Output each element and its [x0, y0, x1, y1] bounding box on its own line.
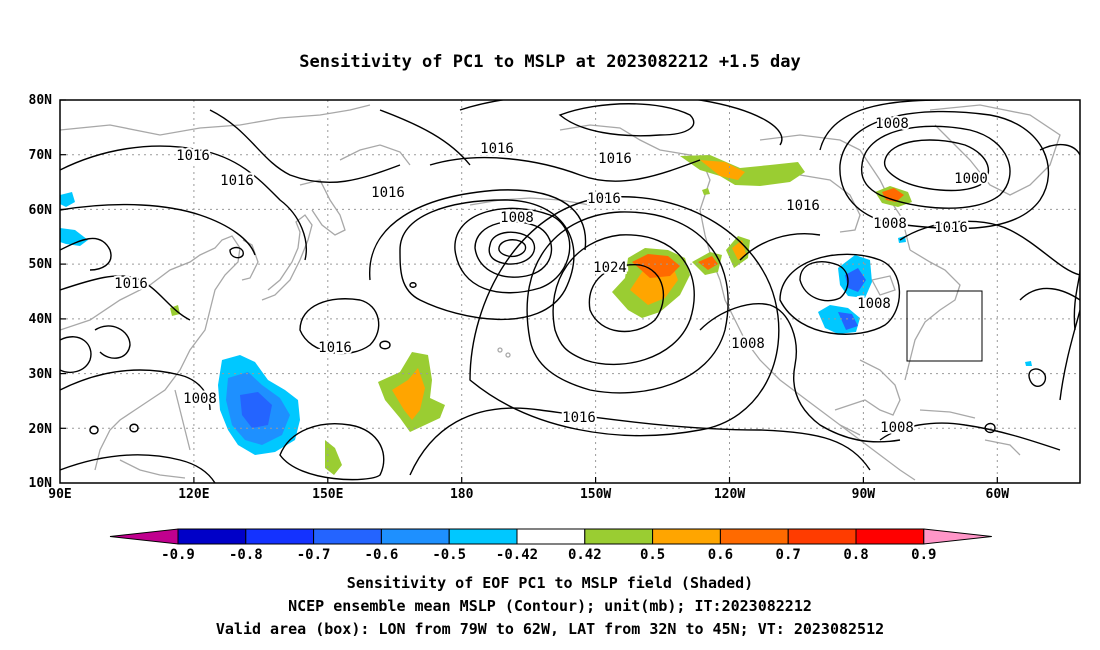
- neg-blob-wpacific-core: [240, 392, 272, 428]
- neg-blob-west1: [60, 192, 75, 207]
- colorbar-label: 0.7: [776, 547, 801, 563]
- lat-label: 40N: [29, 312, 53, 327]
- lat-label: 20N: [29, 422, 53, 437]
- contour-label: 1016: [562, 410, 596, 426]
- colorbar-segment: [584, 528, 654, 545]
- contour-label: 1016: [786, 198, 820, 214]
- contour-label: 1000: [954, 171, 988, 187]
- colorbar-label: -0.5: [432, 547, 466, 563]
- pos-blob-cpacific-inner: [392, 368, 425, 420]
- contour-label: 1008: [875, 116, 909, 132]
- caption-line-1: Sensitivity of EOF PC1 to MSLP field (Sh…: [347, 574, 753, 592]
- contour-label: 1016: [371, 185, 405, 201]
- colorbar-segment: [787, 528, 857, 545]
- colorbar-label: -0.8: [229, 547, 263, 563]
- contour-label: 1008: [731, 336, 765, 352]
- lat-label: 50N: [29, 257, 53, 272]
- contour-label: 1016: [220, 173, 254, 189]
- colorbar-segment: [380, 528, 450, 545]
- colorbar-label: 0.8: [843, 547, 868, 563]
- colorbar-label: 0.42: [568, 547, 602, 563]
- colorbar-label: 0.5: [640, 547, 665, 563]
- lat-label: 70N: [29, 148, 53, 163]
- mslp-contours: [60, 100, 1080, 483]
- pos-blob-nepacific1-dark: [632, 254, 680, 278]
- pos-blob-nepacific2-inner: [698, 256, 718, 270]
- lon-label: 90W: [852, 487, 876, 502]
- lon-label: 120W: [714, 487, 745, 502]
- lat-label: 10N: [29, 476, 53, 491]
- contour-label: 1008: [873, 216, 907, 232]
- caption-line-2: NCEP ensemble mean MSLP (Contour); unit(…: [288, 597, 812, 615]
- colorbar-label: 0.6: [708, 547, 733, 563]
- contour-label: 1008: [183, 391, 217, 407]
- colorbar-label: -0.6: [365, 547, 399, 563]
- caption-line-3: Valid area (box): LON from 79W to 62W, L…: [216, 620, 884, 638]
- lon-label: 150W: [580, 487, 611, 502]
- neg-blob-small-e: [1025, 361, 1032, 366]
- contour-label: 1016: [598, 151, 632, 167]
- sensitivity-shading: [60, 155, 1032, 475]
- colorbar-segment: [177, 528, 247, 545]
- contour-label: 1008: [880, 420, 914, 436]
- colorbar-segment: [652, 528, 721, 545]
- colorbar-segment: [245, 528, 315, 545]
- figure-title: Sensitivity of PC1 to MSLP at 2023082212…: [299, 52, 801, 72]
- contour-label: 1016: [480, 141, 514, 157]
- map-panel: 1016 1016 1016 1016 1016 1016 1016 1016 …: [60, 100, 1080, 483]
- colorbar-label: -0.9: [161, 547, 195, 563]
- valid-area-box: [906, 290, 983, 362]
- contour-label: 1016: [934, 220, 968, 236]
- colorbar-label: -0.42: [496, 547, 538, 563]
- contour-labels: 1016 1016 1016 1016 1016 1016 1016 1016 …: [112, 114, 990, 438]
- lon-label: 120E: [178, 487, 209, 502]
- colorbar-segment: [313, 528, 382, 545]
- latitude-labels: 80N 70N 60N 50N 40N 30N 20N 10N: [29, 93, 53, 491]
- lat-label: 80N: [29, 93, 53, 108]
- lat-label: 30N: [29, 367, 53, 382]
- lon-label: 60W: [986, 487, 1010, 502]
- colorbar-arrow-left: [109, 528, 179, 545]
- neg-blob-us2-inner: [838, 312, 858, 330]
- contour-label: 1008: [500, 210, 534, 226]
- neg-blob-us1-inner: [845, 268, 866, 292]
- contour-label: 1016: [114, 276, 148, 292]
- colorbar-segment: [516, 528, 586, 545]
- colorbar-label: 0.9: [911, 547, 936, 563]
- colorbar-segment: [448, 528, 518, 545]
- contour-label: 1008: [857, 296, 891, 312]
- colorbar-labels: -0.9 -0.8 -0.7 -0.6 -0.5 -0.42 0.42 0.5 0.6 0.7 0.…: [161, 547, 936, 563]
- lon-label: 90E: [48, 487, 71, 502]
- contour-label: 1024: [593, 260, 627, 276]
- pos-blob-arctic-inner: [700, 160, 745, 180]
- tick-marks: [60, 99, 998, 483]
- contour-label: 1016: [318, 340, 352, 356]
- contour-label: 1016: [176, 148, 210, 164]
- colorbar: [109, 528, 992, 545]
- colorbar-segment: [855, 528, 925, 545]
- pos-blob-small1: [325, 440, 342, 475]
- longitude-labels: 90E 120E 150E 180 150W 120W 90W 60W: [48, 487, 1009, 502]
- lon-label: 180: [450, 487, 474, 502]
- lon-label: 150E: [312, 487, 343, 502]
- colorbar-segment: [719, 528, 789, 545]
- colorbar-arrow-right: [923, 528, 992, 545]
- lat-label: 60N: [29, 203, 53, 218]
- contour-label: 1016: [587, 191, 621, 207]
- pos-blob-arctic-small: [702, 188, 710, 195]
- map-frame: [59, 99, 1081, 484]
- colorbar-label: -0.7: [297, 547, 331, 563]
